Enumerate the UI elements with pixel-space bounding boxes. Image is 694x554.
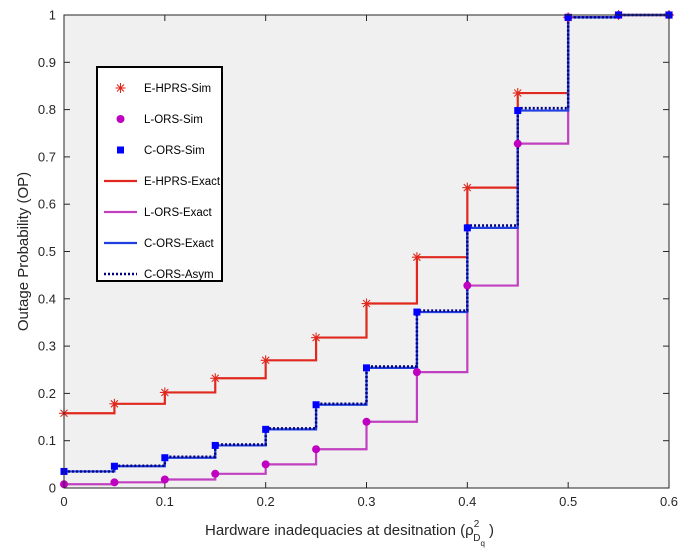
legend-entry: L-ORS-Exact bbox=[104, 207, 213, 219]
plot-frame bbox=[63, 14, 670, 489]
legend-entry: L-ORS-Sim bbox=[116, 114, 203, 126]
data-point bbox=[413, 308, 421, 316]
x-axis-label-sup: 2 bbox=[474, 519, 480, 530]
x-axis-label-close: ) bbox=[489, 522, 494, 539]
legend-entry: C-ORS-Exact bbox=[104, 238, 214, 250]
legend-swatch bbox=[117, 146, 124, 154]
legend: E-HPRS-Sim L-ORS-Sim C-ORS-Sim E-HPRS-Exact… bbox=[96, 66, 223, 282]
data-point bbox=[210, 373, 221, 384]
x-axis-label-sub: D bbox=[473, 533, 480, 544]
legend-entry: C-ORS-Sim bbox=[117, 145, 205, 157]
data-point bbox=[159, 387, 170, 398]
data-point bbox=[514, 107, 522, 115]
x-tick-label: 0.2 bbox=[257, 494, 275, 509]
y-tick-label: 0.9 bbox=[38, 55, 56, 70]
x-tick-label: 0.3 bbox=[357, 494, 375, 509]
data-point bbox=[261, 460, 270, 469]
legend-label: L-ORS-Exact bbox=[144, 207, 213, 219]
data-point bbox=[462, 182, 473, 193]
legend-entry: C-ORS-Asym bbox=[104, 269, 214, 281]
data-point bbox=[260, 355, 271, 366]
legend-label: E-HPRS-Sim bbox=[144, 83, 211, 95]
legend-label: L-ORS-Sim bbox=[144, 114, 203, 126]
y-tick-label: 0.8 bbox=[38, 102, 56, 117]
x-axis-label: Hardware inadequacies at desitnation (ρ2… bbox=[205, 519, 494, 548]
y-tick-label: 0.7 bbox=[38, 149, 56, 164]
x-tick-label: 0.6 bbox=[660, 494, 678, 509]
legend-label: C-ORS-Sim bbox=[144, 145, 205, 157]
legend-entry: E-HPRS-Exact bbox=[104, 176, 221, 188]
data-point bbox=[110, 478, 119, 487]
data-point bbox=[361, 298, 372, 309]
x-tick-label: 0.5 bbox=[559, 494, 577, 509]
data-point bbox=[262, 425, 270, 433]
data-point bbox=[513, 139, 522, 148]
x-tick-labels: 0 0.1 0.2 0.3 0.4 0.5 0.6 bbox=[60, 494, 678, 509]
x-tick-label: 0.1 bbox=[156, 494, 174, 509]
y-tick-label: 0 bbox=[49, 481, 56, 496]
y-tick-label: 0.4 bbox=[38, 291, 56, 306]
legend-entry: E-HPRS-Sim bbox=[115, 83, 211, 95]
data-point bbox=[312, 401, 320, 409]
y-tick-label: 0.3 bbox=[38, 339, 56, 354]
y-axis-label: Outage Probability (OP) bbox=[15, 172, 32, 331]
y-tick-label: 0.5 bbox=[38, 244, 56, 259]
y-tick-label: 1 bbox=[49, 8, 56, 23]
data-point bbox=[564, 13, 572, 21]
y-tick-labels: 0 0.1 0.2 0.3 0.4 0.5 0.6 0.7 0.8 0.9 1 bbox=[38, 8, 56, 496]
x-axis-label-symbol: ρ bbox=[465, 522, 474, 539]
data-point bbox=[161, 454, 169, 462]
x-tick-label: 0.4 bbox=[458, 494, 476, 509]
y-tick-label: 0.1 bbox=[38, 433, 56, 448]
legend-label: E-HPRS-Exact bbox=[144, 176, 221, 188]
legend-label: C-ORS-Exact bbox=[144, 238, 214, 250]
data-point bbox=[211, 441, 219, 449]
data-point bbox=[110, 462, 118, 470]
legend-swatch bbox=[115, 83, 126, 93]
data-point bbox=[311, 332, 322, 343]
legend-swatch bbox=[116, 115, 125, 123]
data-point bbox=[463, 224, 471, 232]
data-point bbox=[160, 475, 169, 484]
x-axis-label-subsub: q bbox=[481, 539, 485, 548]
data-point bbox=[312, 445, 321, 454]
data-point bbox=[463, 281, 472, 290]
data-point bbox=[362, 417, 371, 426]
data-point bbox=[412, 368, 421, 377]
data-point bbox=[512, 88, 523, 99]
x-axis-label-main: Hardware inadequacies at desitnation ( bbox=[205, 522, 465, 539]
y-tick-label: 0.6 bbox=[38, 197, 56, 212]
y-tick-label: 0.2 bbox=[38, 386, 56, 401]
data-point bbox=[109, 398, 120, 409]
legend-box bbox=[96, 66, 223, 282]
data-point bbox=[411, 252, 422, 263]
data-point bbox=[211, 469, 220, 478]
data-point bbox=[363, 364, 370, 372]
legend-label: C-ORS-Asym bbox=[144, 269, 214, 281]
x-tick-label: 0 bbox=[60, 494, 67, 509]
